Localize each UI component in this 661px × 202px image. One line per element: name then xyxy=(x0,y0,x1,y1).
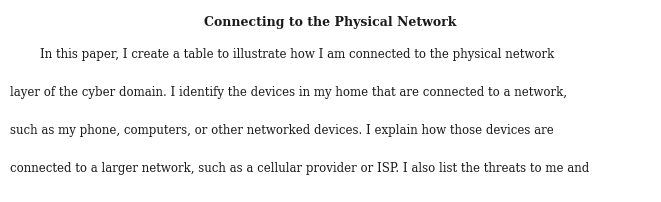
Text: connected to a larger network, such as a cellular provider or ISP. I also list t: connected to a larger network, such as a… xyxy=(10,162,589,175)
Text: In this paper, I create a table to illustrate how I am connected to the physical: In this paper, I create a table to illus… xyxy=(10,48,555,61)
Text: such as my phone, computers, or other networked devices. I explain how those dev: such as my phone, computers, or other ne… xyxy=(10,124,554,137)
Text: layer of the cyber domain. I identify the devices in my home that are connected : layer of the cyber domain. I identify th… xyxy=(10,86,567,99)
Text: Connecting to the Physical Network: Connecting to the Physical Network xyxy=(204,16,457,29)
